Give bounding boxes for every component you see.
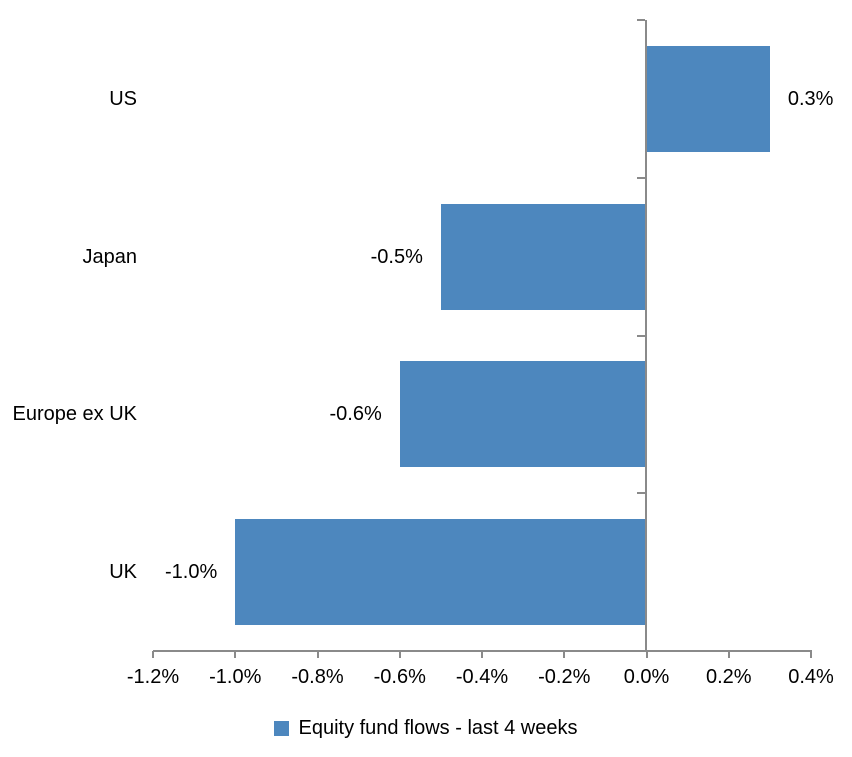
x-tick-label: -1.0% (209, 666, 262, 688)
x-tick-mark (810, 651, 812, 658)
x-tick-label: -0.4% (455, 666, 509, 688)
x-tick-mark (727, 651, 730, 658)
x-tick-label: -1.2% (126, 666, 180, 688)
legend-label: Equity fund flows - last 4 weeks (298, 717, 578, 739)
category-tick-mark (636, 19, 645, 21)
x-tick-mark (563, 651, 566, 658)
data-label: -1.0% (165, 561, 218, 584)
x-tick-mark (481, 651, 483, 658)
category-label: Japan (82, 245, 138, 268)
data-label: -0.5% (370, 245, 423, 268)
bar-europe-ex-uk (399, 361, 647, 468)
category-tick-mark (636, 492, 645, 495)
data-label: -0.6% (329, 403, 382, 426)
category-tick-mark (636, 650, 645, 652)
category-axis-line (644, 20, 647, 651)
x-tick-label: -0.8% (291, 666, 344, 688)
x-tick-mark (152, 651, 154, 658)
x-tick-mark (234, 651, 237, 658)
category-tick-mark (636, 334, 645, 337)
x-tick-mark (316, 651, 319, 658)
bar-us (646, 45, 770, 152)
x-tick-label: -0.6% (373, 666, 426, 688)
bar-uk (235, 519, 647, 626)
legend: Equity fund flows - last 4 weeks (0, 717, 852, 740)
x-tick-label: 0.0% (623, 666, 670, 688)
category-label: Europe ex UK (12, 403, 137, 426)
data-label: 0.3% (787, 87, 834, 110)
category-label: US (109, 87, 137, 110)
x-tick-label: 0.4% (788, 666, 834, 688)
bar-japan (440, 203, 647, 310)
x-tick-mark (398, 651, 401, 658)
x-tick-label: 0.2% (705, 666, 752, 688)
legend-swatch (274, 721, 290, 736)
category-label: UK (109, 561, 137, 584)
x-tick-label: -0.2% (538, 666, 591, 688)
x-tick-mark (645, 651, 648, 658)
category-tick-mark (636, 176, 645, 179)
